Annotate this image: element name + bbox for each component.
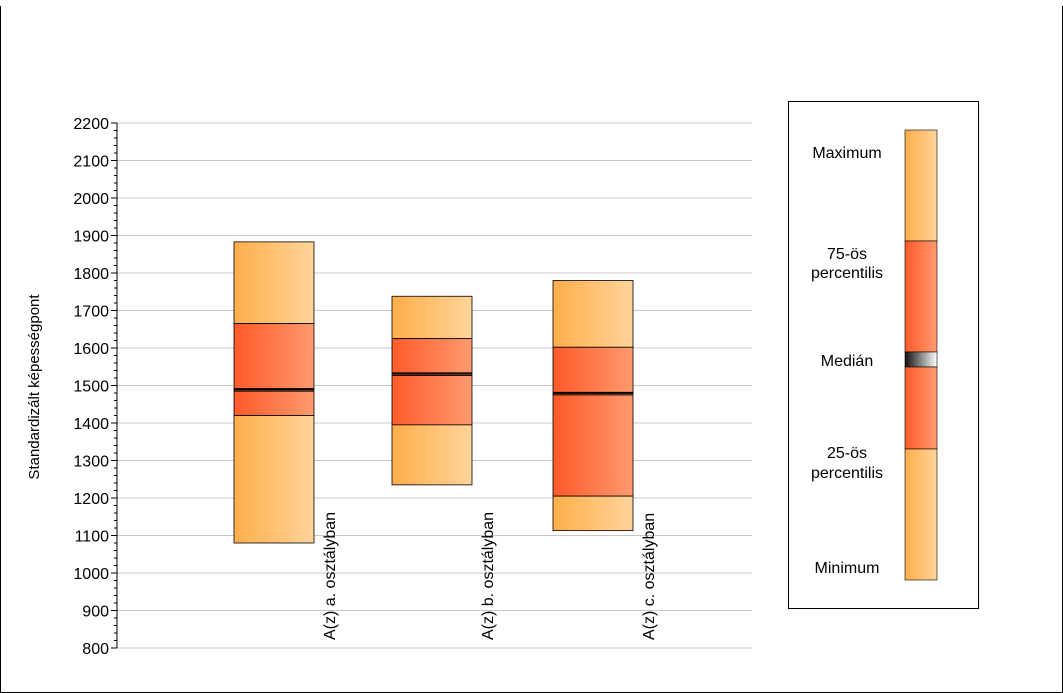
y-tick-label: 900 [82,604,109,621]
box-upper-quartile [552,346,634,395]
legend: Maximum 75-ös percentilis Medián 25-ös p… [788,101,979,609]
box-lower-whisker [552,495,634,532]
y-tick-label: 1100 [75,529,110,546]
y-tick-label: 1300 [73,454,109,471]
legend-label-q1-line2: percentilis [811,465,883,482]
legend-bar-median [904,351,938,368]
y-tick-label: 800 [82,641,109,658]
legend-label-q1-line1: 25-ös [827,445,867,462]
legend-bar-q3 [904,240,938,353]
box-3 [552,280,634,532]
box-upper-whisker [233,241,315,325]
legend-label-q3-line2: percentilis [811,265,883,282]
boxes-layer [233,241,634,544]
y-tick-label: 1000 [73,566,109,583]
y-tick-label: 1800 [73,266,109,283]
legend-label-q3-line1: 75-ös [827,246,867,263]
box-lower-quartile [233,389,315,416]
legend-label-median: Medián [821,353,873,370]
box-upper-whisker [552,280,634,348]
legend-bar-max [904,129,938,242]
legend-label-maximum: Maximum [812,145,881,162]
category-label: A(z) c. osztályban [641,513,658,640]
box-1 [233,241,315,544]
y-tick-label: 1900 [73,229,109,246]
box-lower-whisker [391,424,473,486]
y-axis-label: Standardizált képességpont [26,294,43,480]
y-axis: 800 900 1000 1100 1200 1300 1400 1500 1600 1700 18… [73,116,118,658]
legend-bar-min [904,448,938,581]
category-labels: A(z) a. osztályban A(z) b. osztályban A(z)… [322,512,658,640]
category-label: A(z) b. osztályban [480,512,497,640]
y-tick-label: 1700 [73,304,109,321]
top-clip [0,0,1063,6]
y-tick-label: 1600 [73,341,109,358]
box-lower-whisker [233,415,315,544]
box-lower-quartile [391,373,473,426]
box-2 [391,295,473,486]
box-upper-quartile [233,323,315,391]
y-tick-label: 2100 [73,154,109,171]
y-tick-label: 1200 [73,491,109,508]
box-upper-quartile [391,338,473,375]
y-tick-label: 1500 [73,379,109,396]
legend-bar-q1 [904,366,938,450]
category-label: A(z) a. osztályban [322,512,339,640]
box-upper-whisker [391,295,473,340]
y-tick-label: 2200 [73,116,109,133]
legend-label-minimum: Minimum [815,560,880,577]
box-lower-quartile [552,393,634,497]
legend-frame [788,101,979,609]
y-tick-label: 1400 [73,416,109,433]
y-tick-label: 2000 [73,191,109,208]
